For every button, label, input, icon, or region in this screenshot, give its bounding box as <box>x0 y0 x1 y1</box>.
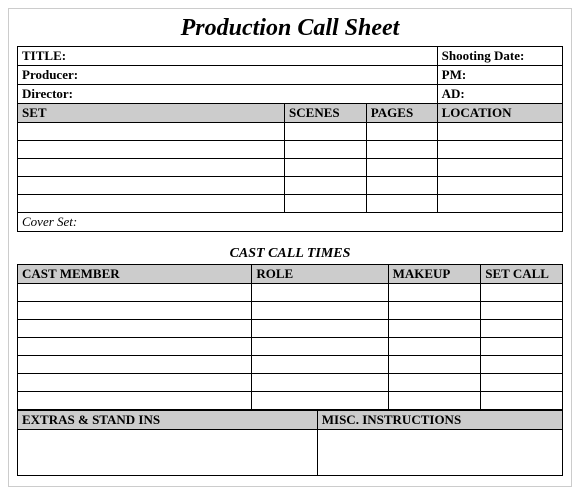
misc-label: MISC. INSTRUCTIONS <box>317 411 562 430</box>
footer-table: EXTRAS & STAND INS MISC. INSTRUCTIONS <box>17 410 563 476</box>
pm-label: PM: <box>437 66 562 85</box>
director-label: Director: <box>18 85 438 104</box>
cast-member-header: CAST MEMBER <box>18 265 252 284</box>
set-row <box>18 177 563 195</box>
cast-row <box>18 338 563 356</box>
misc-cell <box>317 430 562 476</box>
producer-label: Producer: <box>18 66 438 85</box>
cast-row <box>18 356 563 374</box>
location-header: LOCATION <box>437 104 562 123</box>
role-header: ROLE <box>252 265 388 284</box>
shooting-date-label: Shooting Date: <box>437 47 562 66</box>
cast-row <box>18 302 563 320</box>
page-title: Production Call Sheet <box>17 15 563 42</box>
cast-row <box>18 374 563 392</box>
cast-row <box>18 392 563 410</box>
ad-label: AD: <box>437 85 562 104</box>
set-call-header: SET CALL <box>481 265 563 284</box>
title-label: TITLE: <box>18 47 438 66</box>
extras-cell <box>18 430 318 476</box>
cast-table: CAST MEMBER ROLE MAKEUP SET CALL <box>17 264 563 410</box>
cast-row <box>18 320 563 338</box>
info-set-table: TITLE: Shooting Date: Producer: PM: Dire… <box>17 46 563 232</box>
extras-label: EXTRAS & STAND INS <box>18 411 318 430</box>
cast-row <box>18 284 563 302</box>
set-row <box>18 159 563 177</box>
makeup-header: MAKEUP <box>388 265 481 284</box>
set-header: SET <box>18 104 285 123</box>
cast-call-title: CAST CALL TIMES <box>17 246 563 262</box>
set-row <box>18 195 563 213</box>
page-frame: Production Call Sheet TITLE: Shooting Da… <box>8 8 572 487</box>
scenes-header: SCENES <box>285 104 367 123</box>
set-row <box>18 141 563 159</box>
footer-notes-row <box>18 430 563 476</box>
cover-set-label: Cover Set: <box>18 213 563 232</box>
pages-header: PAGES <box>366 104 437 123</box>
set-row <box>18 123 563 141</box>
